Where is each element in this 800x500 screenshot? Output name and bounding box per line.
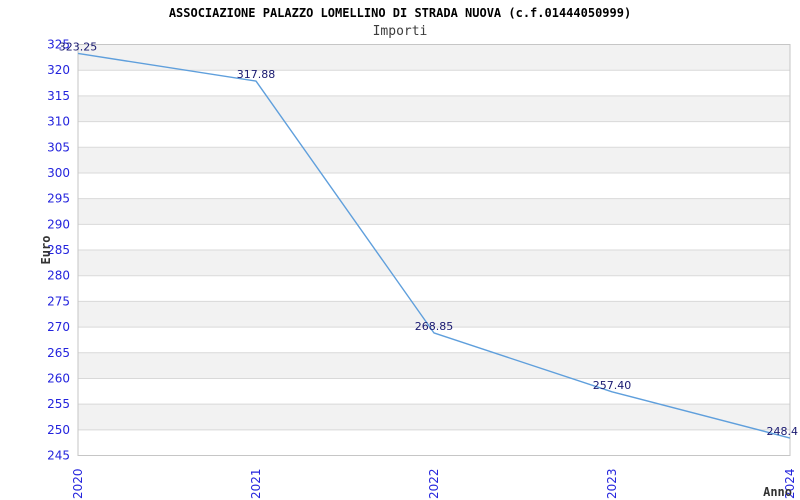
plot-band — [78, 147, 790, 173]
plot-band — [78, 95, 790, 122]
plot-band — [78, 352, 790, 379]
y-tick-label: 270 — [47, 320, 70, 334]
x-tick-label: 2020 — [71, 468, 85, 499]
x-tick-label: 2022 — [427, 468, 441, 499]
y-tick-label: 280 — [47, 269, 70, 283]
y-tick-label: 265 — [47, 346, 70, 360]
y-tick-label: 310 — [47, 115, 70, 129]
plot-border — [77, 44, 791, 456]
y-axis-title: Euro — [39, 236, 53, 265]
plot-band — [78, 198, 790, 225]
plot-band — [78, 429, 790, 456]
y-tick-label: 245 — [47, 449, 70, 463]
plot-band — [78, 121, 790, 148]
data-point-label: 257.40 — [593, 379, 632, 392]
y-tick-label: 315 — [47, 89, 70, 103]
x-tick-label: 2023 — [605, 468, 619, 499]
plot-band — [78, 224, 790, 250]
plot-band — [78, 275, 790, 302]
plot-band — [78, 70, 790, 96]
y-tick-label: 260 — [47, 371, 70, 385]
x-tick-label: 2021 — [249, 468, 263, 499]
plot-band — [78, 327, 790, 353]
plot-band — [78, 378, 790, 405]
y-tick-label: 320 — [47, 63, 70, 77]
chart-subtitle: Importi — [372, 24, 428, 39]
plot-band — [78, 172, 790, 199]
y-tick-label: 250 — [47, 423, 70, 437]
x-tick-label: 2024 — [783, 468, 797, 499]
y-tick-label: 295 — [47, 192, 70, 206]
plot-band — [78, 250, 790, 276]
plot-band — [78, 44, 790, 71]
y-tick-label: 305 — [47, 140, 70, 154]
x-axis-title: Anno — [763, 485, 792, 499]
y-tick-label: 275 — [47, 294, 70, 308]
data-point-label: 248.4 — [767, 425, 799, 438]
plot-band — [78, 404, 790, 430]
y-tick-label: 290 — [47, 217, 70, 231]
data-point-label: 317.88 — [237, 68, 276, 81]
data-point-label: 323.25 — [59, 40, 98, 53]
chart-title: ASSOCIAZIONE PALAZZO LOMELLINO DI STRADA… — [168, 6, 632, 20]
y-tick-label: 285 — [47, 243, 70, 257]
y-tick-label: 255 — [47, 397, 70, 411]
importi-series-line — [77, 52, 791, 439]
y-tick-label: 325 — [47, 38, 70, 52]
y-tick-label: 300 — [47, 166, 70, 180]
plot-band — [78, 301, 790, 328]
data-point-label: 268.85 — [415, 320, 454, 333]
